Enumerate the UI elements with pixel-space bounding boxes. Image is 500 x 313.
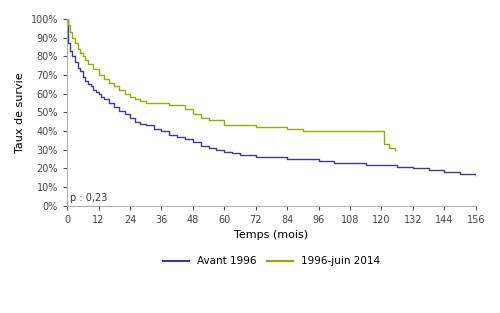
Text: p : 0,23: p : 0,23 bbox=[70, 193, 107, 203]
X-axis label: Temps (mois): Temps (mois) bbox=[234, 230, 308, 240]
Y-axis label: Taux de survie: Taux de survie bbox=[15, 72, 25, 153]
Legend: Avant 1996, 1996-juin 2014: Avant 1996, 1996-juin 2014 bbox=[158, 252, 384, 270]
